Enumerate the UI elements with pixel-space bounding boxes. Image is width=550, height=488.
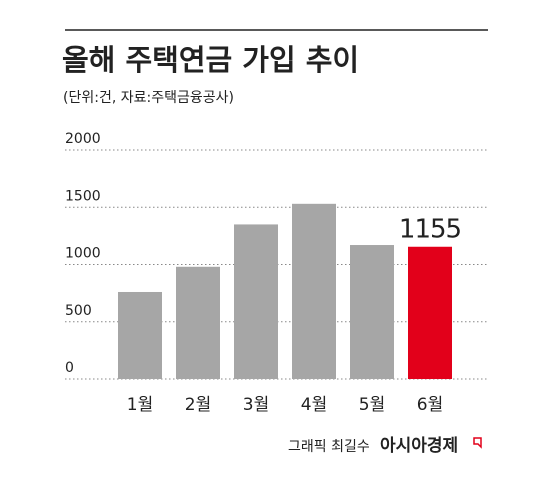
- x-tick-label: 1월: [127, 395, 153, 415]
- y-tick-label: 1500: [65, 188, 101, 204]
- bar: [118, 291, 162, 379]
- bar: [350, 245, 394, 379]
- bar: [176, 266, 220, 379]
- y-tick-label: 0: [65, 360, 74, 376]
- x-tick-label: 4월: [301, 395, 327, 415]
- bar: [408, 246, 452, 379]
- bar: [292, 203, 336, 379]
- logo-icon: [473, 437, 482, 449]
- logo: 아시아경제: [380, 436, 458, 456]
- y-tick-label: 500: [65, 303, 92, 319]
- x-tick-label: 3월: [243, 395, 269, 415]
- x-tick-label: 5월: [359, 395, 385, 415]
- chart-subtitle: (단위:건, 자료:주택금융공사): [63, 90, 234, 106]
- credit: 그래픽 최길수: [288, 439, 370, 455]
- x-tick-label: 6월: [417, 395, 443, 415]
- bar: [234, 224, 278, 379]
- y-tick-label: 1000: [65, 246, 101, 262]
- y-tick-label: 2000: [65, 131, 101, 147]
- chart-title: 올해 주택연금 가입 추이: [62, 43, 359, 77]
- data-label: 1155: [399, 214, 461, 244]
- x-tick-label: 2월: [185, 395, 211, 415]
